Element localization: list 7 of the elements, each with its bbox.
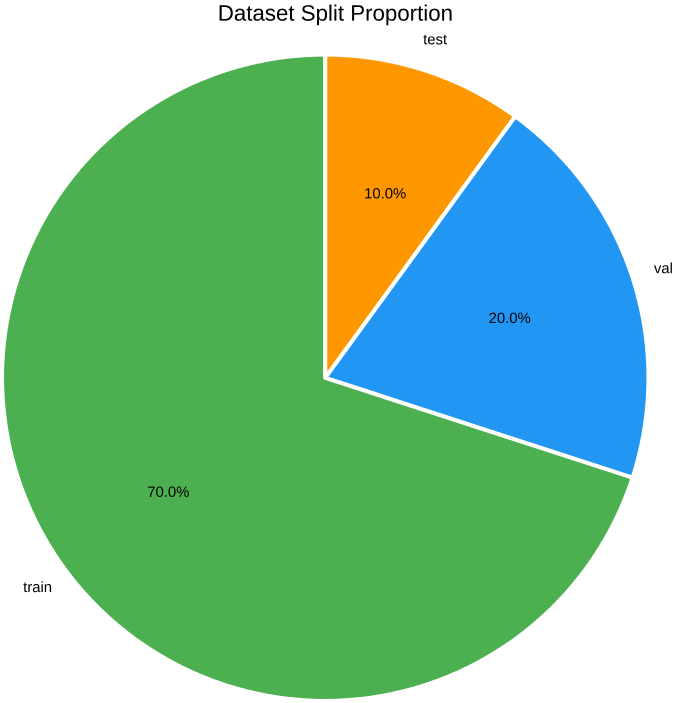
- slice-label: train: [23, 581, 51, 592]
- slice-label: test: [423, 34, 447, 44]
- data-label: 70.0%: [148, 486, 189, 497]
- chart-title: Dataset Split Proportion: [219, 4, 452, 26]
- data-label: 20.0%: [489, 312, 530, 324]
- data-label: 10.0%: [365, 188, 406, 199]
- slice-label: val: [654, 262, 672, 274]
